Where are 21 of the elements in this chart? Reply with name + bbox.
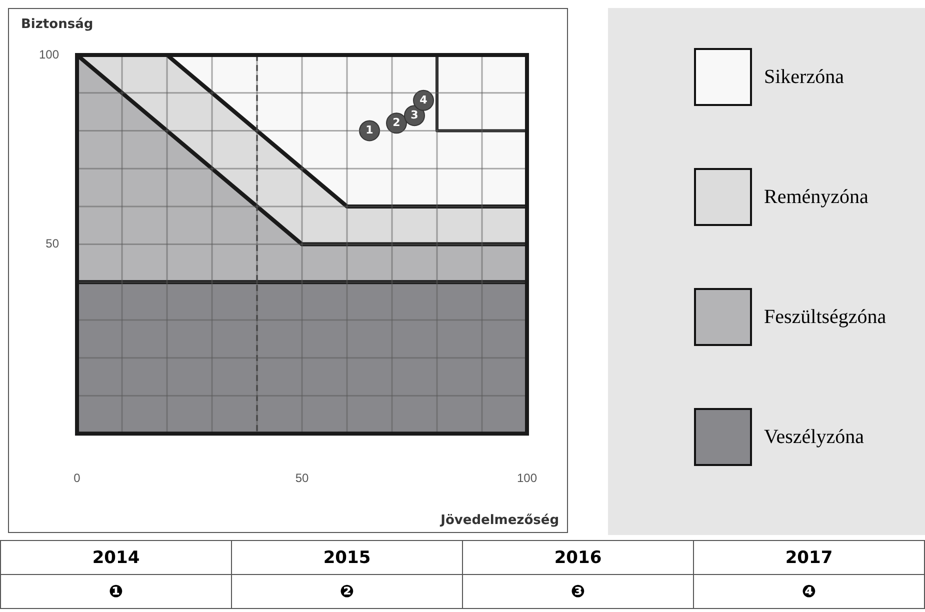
annotation: 4 <box>420 93 428 106</box>
text: ❷ <box>232 574 462 608</box>
annotation: 1 <box>366 124 374 137</box>
text: Sikerzóna <box>764 66 844 88</box>
x-tick-label: 0 <box>74 471 81 486</box>
text: ❸ <box>462 574 694 608</box>
x-axis-title: Jövedelmezőség <box>440 513 559 528</box>
annotation: 2 <box>392 116 400 130</box>
text: 2017 <box>694 540 924 574</box>
text: 2014 <box>0 540 232 574</box>
text: 2015 <box>232 540 462 574</box>
text: Reményzóna <box>764 186 868 208</box>
text: Feszültségzóna <box>764 306 886 328</box>
text: ❹ <box>694 574 924 608</box>
text: Veszélyzóna <box>764 426 864 448</box>
annotation: 3 <box>410 108 418 122</box>
text: 2016 <box>462 540 694 574</box>
x-tick-label: 100 <box>516 471 538 486</box>
x-tick-label: 50 <box>295 471 309 486</box>
text: ❶ <box>0 574 232 608</box>
y-axis-title: Biztonság <box>21 17 94 32</box>
